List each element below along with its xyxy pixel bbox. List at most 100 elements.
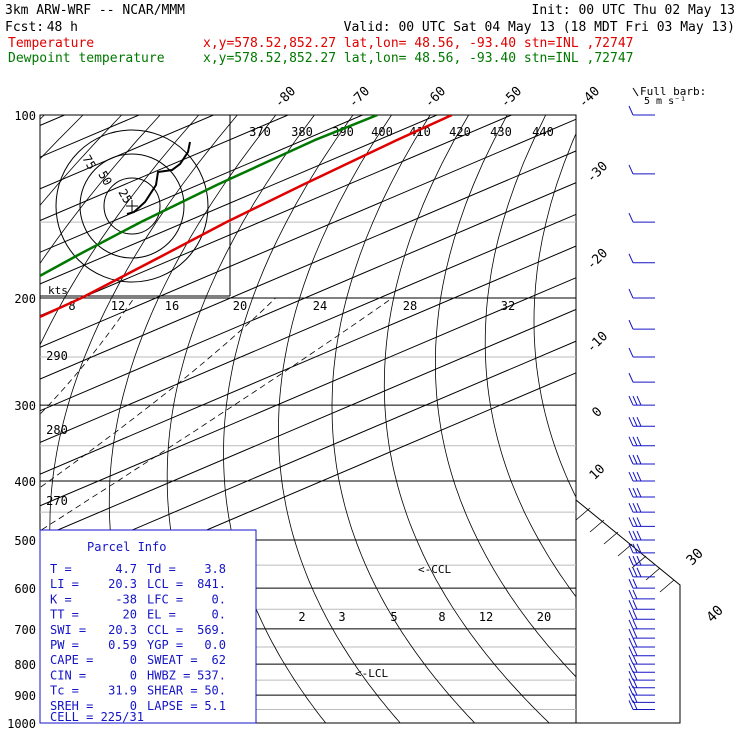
wind-barb-flag: [628, 319, 634, 330]
isotherm: [40, 245, 576, 475]
right-isotherm-label: -10: [584, 329, 611, 356]
dry-adiabat: [484, 115, 576, 598]
wind-barb-flag: [632, 670, 638, 681]
wind-barb-flag: [632, 555, 638, 566]
dry-adiabat: [40, 115, 45, 120]
isotherm: [40, 213, 576, 443]
hodograph-trace: [126, 141, 191, 215]
parcel-label: LCL =: [147, 577, 183, 591]
wind-barb-flag: [628, 693, 634, 703]
wind-barb-flag: [636, 555, 642, 566]
isotherm: [40, 308, 576, 539]
wind-barb-flag: [628, 637, 634, 648]
parcel-value: 50.: [204, 684, 226, 698]
isotherm: [40, 150, 576, 380]
wind-barb-flag: [628, 436, 634, 446]
kts-tick-label: 8: [68, 299, 75, 313]
wind-barb-flag: [628, 600, 634, 610]
wind-barb-flag: [632, 502, 638, 513]
wind-barb-flag: [636, 517, 642, 527]
parcel-label: HWBZ =: [147, 668, 190, 682]
parcel-label: EL =: [147, 608, 176, 622]
wind-barb-flag: [632, 685, 638, 696]
wind-barb-flag: [628, 555, 634, 566]
dewpoint-trace: [40, 115, 378, 278]
theta-label: 420: [449, 125, 471, 139]
kts-tick-label: 24: [313, 299, 327, 313]
wind-barb-flag: [628, 487, 634, 498]
parcel-label: SWI =: [50, 623, 86, 637]
pressure-tick-label: 100: [14, 109, 36, 123]
isotherm: [40, 340, 576, 570]
wind-barb-flag: [636, 471, 642, 482]
hodograph-ring-label: 75: [79, 153, 98, 173]
wind-barb-flag: [636, 567, 642, 578]
parcel-value: 0: [130, 668, 137, 682]
barb-legend: Full barb: 5 m s⁻¹: [632, 85, 706, 107]
wind-barb-flag: [628, 530, 634, 541]
parcel-value: 0.59: [108, 638, 137, 652]
parcel-label: SWEAT =: [147, 653, 198, 667]
theta-label: 370: [249, 125, 271, 139]
wind-barb-flag: [628, 589, 634, 600]
wind-barb-flag: [628, 253, 634, 263]
kts-label: kts: [48, 284, 68, 297]
temperature-location: x,y=578.52,852.27 lat,lon= 48.56, -93.40…: [203, 36, 633, 51]
parcel-value: 4.7: [115, 562, 137, 576]
theta-label: 410: [409, 125, 431, 139]
background-grid: [40, 115, 681, 724]
wind-barb-flag: [628, 663, 634, 673]
wind-barb-flag: [636, 454, 642, 465]
isotherm: [40, 182, 576, 412]
kts-tick-label: 12: [111, 299, 125, 313]
wind-barb-flag: [628, 678, 634, 688]
pressure-tick-label: 900: [14, 689, 36, 703]
parcel-label: LFC =: [147, 592, 183, 606]
wind-barb-flag: [632, 417, 638, 427]
wind-barb-flag: [628, 685, 634, 696]
wind-barb-flag: [636, 417, 642, 427]
isotherm: [40, 115, 512, 317]
wind-barb-flag: [628, 610, 634, 620]
parcel-cell: CELL = 225/31: [50, 710, 144, 724]
forecast-hour: 48 h: [47, 20, 78, 35]
wind-barb-flag: [632, 530, 638, 541]
hodograph-ring-label: 25: [115, 187, 134, 207]
kts-tick-label: 32: [501, 299, 515, 313]
wind-barb-flag: [632, 654, 638, 665]
wind-barb-flag: [632, 619, 638, 630]
mixing-ratio-label: 8: [438, 610, 445, 624]
mixing-ratio-label: 3: [338, 610, 345, 624]
lcl-annotation: <-LCL: [355, 667, 388, 680]
parcel-value: 0: [130, 653, 137, 667]
theta-label: 400: [371, 125, 393, 139]
right-isotherm-label: 0: [589, 404, 605, 420]
wind-barb-flag: [632, 567, 638, 578]
mixing-ratio-label: 20: [537, 610, 551, 624]
pressure-tick-label: 300: [14, 399, 36, 413]
isotherm: [40, 118, 576, 348]
theta-label-left: 290: [46, 349, 68, 363]
outer-frame-hatch: [589, 519, 605, 533]
wind-barb-flag: [632, 663, 638, 673]
parcel-value: 20.3: [108, 623, 137, 637]
wind-barb-flag: [636, 530, 642, 541]
sounding-traces: [40, 115, 453, 319]
isotherm: [40, 277, 576, 507]
wind-barb-flag: [636, 502, 642, 513]
wind-barb-flag: [636, 487, 642, 498]
parcel-value: 569.: [197, 623, 226, 637]
dewpoint-location: x,y=578.52,852.27 lat,lon= 48.56, -93.40…: [203, 51, 633, 66]
parcel-value: 31.9: [108, 684, 137, 698]
theta-label: 440: [532, 125, 554, 139]
parcel-label: Tc =: [50, 684, 79, 698]
isotherm: [40, 115, 289, 222]
mixing-ratio-label: 5: [390, 610, 397, 624]
right-isotherm-label: 10: [587, 462, 609, 484]
hodograph-ring: [79, 153, 185, 259]
wind-barb-flag: [628, 543, 634, 554]
model-title: 3km ARW-WRF -- NCAR/MMM: [5, 3, 185, 18]
wind-barb-flag: [628, 670, 634, 681]
parcel-label: TT =: [50, 608, 79, 622]
